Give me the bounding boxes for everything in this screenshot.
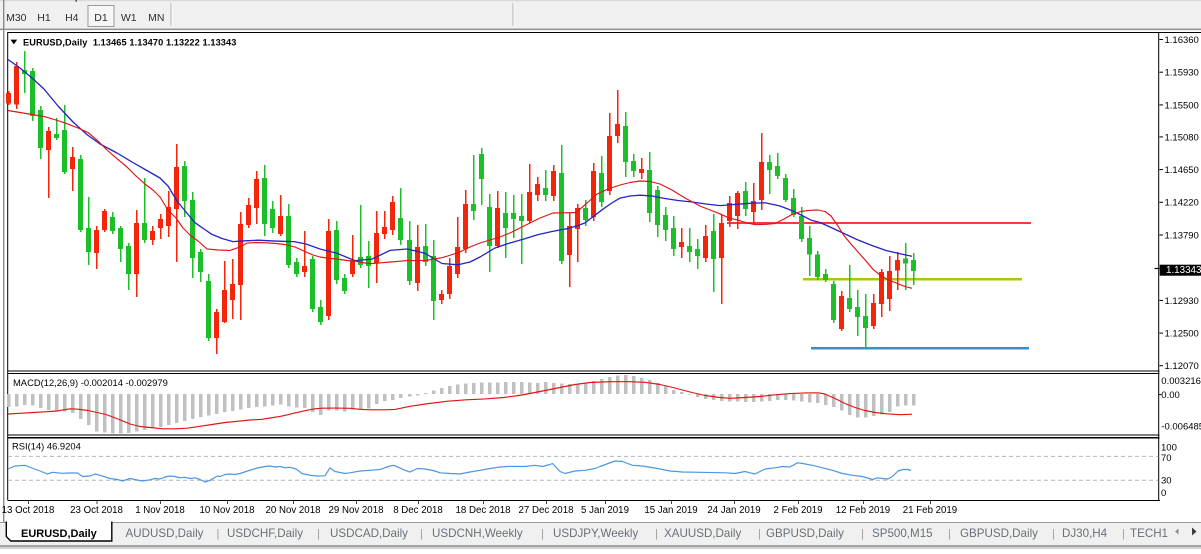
svg-text:|: | bbox=[948, 528, 951, 540]
svg-text:SP500,M15: SP500,M15 bbox=[872, 527, 933, 540]
svg-text:H1: H1 bbox=[37, 12, 51, 24]
svg-text:GBPUSD,Daily: GBPUSD,Daily bbox=[766, 527, 844, 540]
svg-text:5 Jan 2019: 5 Jan 2019 bbox=[581, 505, 629, 516]
svg-text:MACD(12,26,9) -0.002014 -0.002: MACD(12,26,9) -0.002014 -0.002979 bbox=[13, 377, 168, 388]
svg-text:1.16360: 1.16360 bbox=[1165, 35, 1199, 46]
svg-text:USDCHF,Daily: USDCHF,Daily bbox=[227, 527, 303, 540]
svg-text:XAUUSD,Daily: XAUUSD,Daily bbox=[664, 527, 742, 540]
svg-text:USDCNH,Weekly: USDCNH,Weekly bbox=[432, 527, 523, 540]
svg-text:|: | bbox=[217, 528, 220, 540]
svg-text:|: | bbox=[758, 528, 761, 540]
svg-text:8 Dec 2018: 8 Dec 2018 bbox=[393, 505, 443, 516]
svg-text:W1: W1 bbox=[121, 12, 137, 24]
svg-text:2 Feb 2019: 2 Feb 2019 bbox=[773, 505, 822, 516]
svg-text:1.12930: 1.12930 bbox=[1165, 296, 1199, 307]
svg-text:1.12500: 1.12500 bbox=[1165, 329, 1199, 340]
svg-text:24 Jan 2019: 24 Jan 2019 bbox=[707, 505, 760, 516]
svg-text:1.15080: 1.15080 bbox=[1165, 132, 1199, 143]
svg-text:USDCAD,Daily: USDCAD,Daily bbox=[330, 527, 408, 540]
svg-text:1.13343: 1.13343 bbox=[1166, 265, 1201, 276]
svg-text:|: | bbox=[655, 528, 658, 540]
svg-text:|: | bbox=[1052, 528, 1055, 540]
svg-text:1.14220: 1.14220 bbox=[1165, 198, 1199, 209]
svg-text:TECH1: TECH1 bbox=[1130, 527, 1168, 540]
svg-text:M30: M30 bbox=[6, 12, 27, 24]
svg-text:USDJPY,Weekly: USDJPY,Weekly bbox=[553, 527, 638, 540]
svg-text:DJ30,H4: DJ30,H4 bbox=[1062, 527, 1108, 540]
svg-text:GBPUSD,Daily: GBPUSD,Daily bbox=[960, 527, 1038, 540]
svg-text:|: | bbox=[541, 528, 544, 540]
svg-text:H4: H4 bbox=[65, 12, 79, 24]
svg-text:29 Nov 2018: 29 Nov 2018 bbox=[329, 505, 384, 516]
svg-text:0.00: 0.00 bbox=[1161, 390, 1180, 401]
svg-text:1.15500: 1.15500 bbox=[1165, 100, 1199, 111]
svg-text:23 Oct 2018: 23 Oct 2018 bbox=[70, 505, 123, 516]
svg-text:D1: D1 bbox=[94, 12, 108, 24]
svg-text:EURUSD,Daily 1.13465 1.13470: EURUSD,Daily 1.13465 1.13470 1.13222 1.1… bbox=[23, 38, 236, 48]
svg-text:|: | bbox=[1122, 528, 1125, 540]
svg-text:MN: MN bbox=[148, 12, 164, 24]
svg-text:|: | bbox=[317, 528, 320, 540]
svg-text:12 Feb 2019: 12 Feb 2019 bbox=[836, 505, 890, 516]
svg-text:21 Feb 2019: 21 Feb 2019 bbox=[903, 505, 957, 516]
svg-text:1 Nov 2018: 1 Nov 2018 bbox=[135, 505, 185, 516]
svg-text:1.15930: 1.15930 bbox=[1165, 68, 1199, 79]
svg-text:10 Nov 2018: 10 Nov 2018 bbox=[200, 505, 255, 516]
svg-text:27 Dec 2018: 27 Dec 2018 bbox=[519, 505, 574, 516]
svg-text:20 Nov 2018: 20 Nov 2018 bbox=[266, 505, 321, 516]
svg-text:30: 30 bbox=[1161, 476, 1172, 487]
svg-text:18 Dec 2018: 18 Dec 2018 bbox=[456, 505, 511, 516]
svg-text:1.12070: 1.12070 bbox=[1165, 361, 1199, 372]
svg-text:-0.006485: -0.006485 bbox=[1161, 421, 1201, 432]
svg-text:13 Oct 2018: 13 Oct 2018 bbox=[2, 505, 55, 516]
svg-text:15 Jan 2019: 15 Jan 2019 bbox=[644, 505, 697, 516]
svg-text:0: 0 bbox=[1161, 488, 1166, 499]
svg-text:1.14650: 1.14650 bbox=[1165, 165, 1199, 176]
svg-text:RSI(14) 46.9204: RSI(14) 46.9204 bbox=[12, 441, 81, 452]
svg-text:AUDUSD,Daily: AUDUSD,Daily bbox=[126, 527, 204, 540]
svg-text:70: 70 bbox=[1161, 453, 1172, 464]
svg-text:100: 100 bbox=[1161, 442, 1177, 453]
svg-text:|: | bbox=[861, 528, 864, 540]
svg-text:1.13790: 1.13790 bbox=[1165, 230, 1199, 241]
svg-text:EURUSD,Daily: EURUSD,Daily bbox=[21, 528, 98, 540]
svg-text:|: | bbox=[420, 528, 423, 540]
svg-text:0.003216: 0.003216 bbox=[1161, 376, 1201, 387]
